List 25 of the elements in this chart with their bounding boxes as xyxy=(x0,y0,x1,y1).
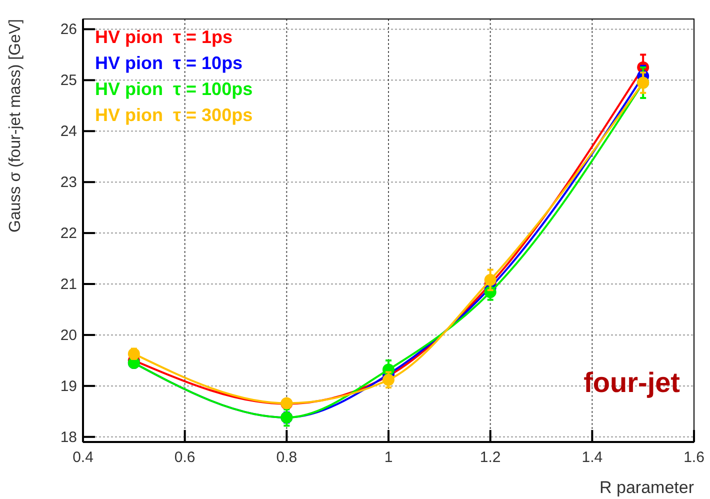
y-tick-label: 19 xyxy=(60,378,77,395)
x-tick-label: 0.4 xyxy=(72,449,94,466)
text: HV pion τ = 100ps xyxy=(95,79,253,99)
y-tick-label: 25 xyxy=(60,72,77,90)
y-tick-label: 26 xyxy=(60,21,77,38)
y-tick-label: 20 xyxy=(60,326,77,344)
text: HV pion τ = 10ps xyxy=(95,53,243,73)
y-tick-label: 22 xyxy=(60,225,77,242)
y-tick-label: 23 xyxy=(60,174,77,192)
y-tick-label: 21 xyxy=(60,276,77,294)
point xyxy=(484,274,496,286)
x-tick-label: 0.6 xyxy=(174,449,196,466)
x-tick-label: 0.8 xyxy=(276,449,298,466)
text: HV pion τ = 300ps xyxy=(95,105,253,125)
x-tick-label: 1.2 xyxy=(480,449,501,466)
text: HV pion τ = 1ps xyxy=(95,27,233,47)
x-tick-label: 1 xyxy=(384,449,393,466)
y-tick-label: 18 xyxy=(60,428,77,446)
y-axis-title: Gauss σ (four-jet mass) [GeV] xyxy=(7,19,24,232)
x-axis-title: R parameter xyxy=(600,478,694,497)
point xyxy=(382,374,394,386)
annotation: four-jet xyxy=(584,367,680,398)
x-tick-label: 1.4 xyxy=(582,449,603,466)
y-tick-label: 24 xyxy=(60,123,77,140)
x-tick-label: 1.6 xyxy=(684,449,704,466)
